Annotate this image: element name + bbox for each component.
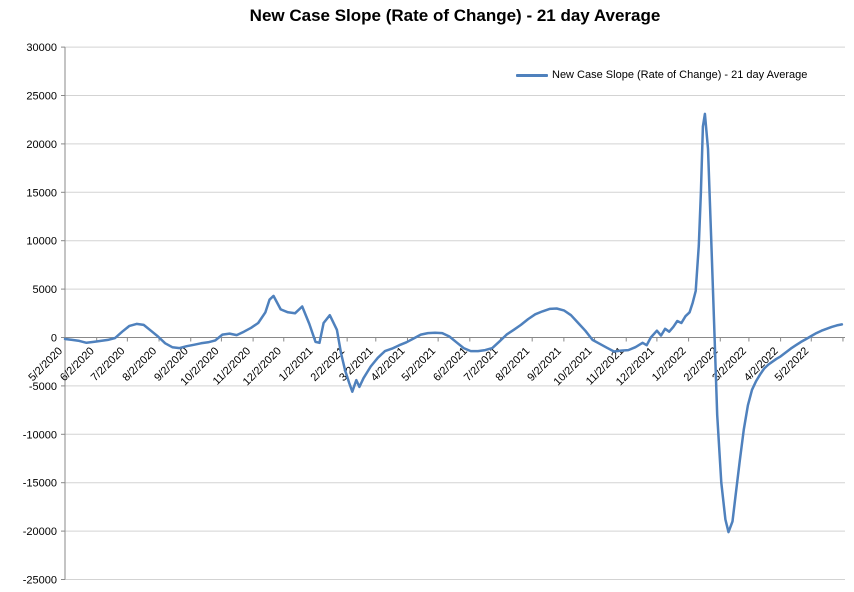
y-axis-label: -20000: [23, 526, 57, 538]
legend: New Case Slope (Rate of Change) - 21 day…: [516, 69, 807, 81]
y-axis-label: 10000: [26, 236, 57, 248]
x-axis-label: 1/2/2021: [277, 345, 316, 384]
y-axis-label: 25000: [26, 91, 57, 103]
chart-title: New Case Slope (Rate of Change) - 21 day…: [249, 6, 661, 25]
x-axis-label: 7/2/2020: [89, 345, 128, 384]
y-axis-label: -10000: [23, 429, 57, 441]
y-axis-label: 20000: [26, 139, 57, 151]
x-axis-label: 5/2/2022: [773, 345, 812, 384]
y-axis-label: -15000: [23, 478, 57, 490]
x-axis-label: 1/2/2022: [650, 345, 689, 384]
legend-label: New Case Slope (Rate of Change) - 21 day…: [552, 69, 808, 81]
x-axis-label: 8/2/2020: [120, 345, 159, 384]
y-axis-label: 5000: [33, 284, 57, 296]
y-axis-label: 15000: [26, 187, 57, 199]
legend-line-swatch: [516, 73, 548, 77]
x-axis-label: 5/2/2020: [26, 345, 65, 384]
series-line: [63, 112, 844, 534]
y-axis-label: 30000: [26, 42, 57, 54]
y-axis-label: 0: [51, 333, 57, 345]
y-axis-label: -25000: [23, 575, 57, 587]
y-axis-label: -5000: [29, 381, 57, 393]
